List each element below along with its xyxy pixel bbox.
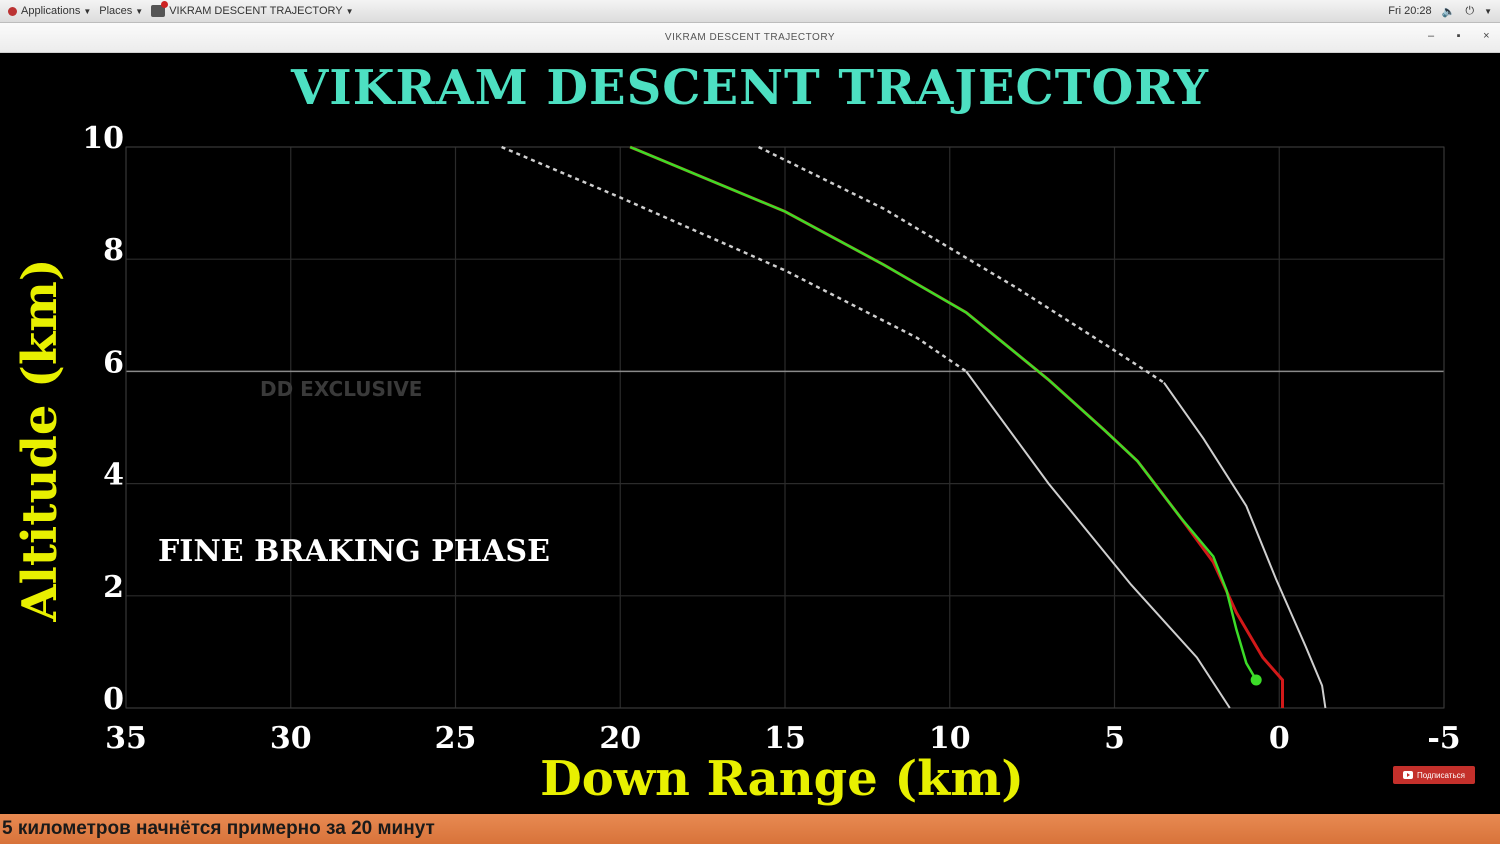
maximize-icon[interactable]: ▪ [1456,30,1462,42]
y-tick-label: 4 [103,458,124,493]
chevron-down-icon: ▼ [83,6,92,16]
close-icon[interactable]: × [1483,30,1490,42]
ticker-text: 5 километров начнётся примерно за 20 мин… [2,818,435,839]
y-tick-label: 2 [103,570,124,605]
y-tick-labels: 0 2 4 6 8 10 [82,121,124,717]
panel-status-area: Fri 20:28 🔈 ⏻ ▼ [1388,0,1492,22]
x-tick-label: 0 [1269,721,1290,756]
app-icon [151,1,169,17]
actual-path-line [629,145,1258,681]
chart-title: VIKRAM DESCENT TRAJECTORY [291,60,1209,116]
active-app-label: VIKRAM DESCENT TRAJECTORY [169,5,343,17]
minimize-icon[interactable]: – [1428,30,1435,42]
clock[interactable]: Fri 20:28 [1388,5,1432,17]
chart-grid [125,146,1445,709]
x-tick-label: 30 [270,721,312,756]
y-tick-label: 0 [103,682,124,717]
active-app-menu[interactable]: VIKRAM DESCENT TRAJECTORY ▼ [151,1,354,17]
gnome-foot-icon [8,6,17,16]
chevron-down-icon: ▼ [345,6,354,16]
y-tick-label: 10 [82,121,124,156]
y-axis-label: Altitude (km) [12,258,68,622]
top-panel: Applications ▼ Places ▼ VIKRAM DESCENT T… [0,0,1500,23]
subscribe-button[interactable]: Подписаться [1393,766,1475,784]
x-tick-label: -5 [1427,721,1460,756]
x-tick-label: 10 [929,721,971,756]
x-tick-label: 20 [599,721,641,756]
chart-series [501,145,1327,709]
applications-menu[interactable]: Applications ▼ [8,5,91,17]
x-tick-label: 25 [435,721,477,756]
x-tick-label: 5 [1104,721,1125,756]
youtube-icon [1403,771,1414,779]
boundary-line-lower [965,370,1231,709]
y-tick-label: 6 [103,345,124,380]
watermark-text: DD EXCLUSIVE [260,377,422,401]
lander-position-marker [1250,674,1262,686]
applications-label: Applications [21,5,81,17]
window-title: VIKRAM DESCENT TRAJECTORY [664,32,836,43]
subscribe-label: Подписаться [1417,770,1465,780]
planned-path-line [629,145,1284,708]
window-title-bar: VIKRAM DESCENT TRAJECTORY – ▪ × [0,23,1500,53]
places-menu[interactable]: Places ▼ [99,5,143,17]
boundary-line-lower [1163,382,1327,709]
chevron-down-icon: ▼ [135,6,144,16]
power-icon[interactable]: ⏻ [1465,4,1475,17]
phase-label: FINE BRAKING PHASE [158,534,550,569]
x-axis-label: Down Range (km) [540,751,1024,807]
places-label: Places [99,5,133,17]
window-controls: – ▪ × [1428,30,1490,42]
chevron-down-icon[interactable]: ▼ [1484,6,1492,16]
x-tick-labels: 35 30 25 20 15 10 5 0 -5 [105,721,1461,756]
plot-frame [125,146,1445,709]
y-tick-label: 8 [103,233,124,268]
volume-icon[interactable]: 🔈 [1441,5,1456,18]
x-tick-label: 35 [105,721,147,756]
news-ticker: 5 километров начнётся примерно за 20 мин… [0,814,1500,844]
x-tick-label: 15 [764,721,806,756]
boundary-line-upper [758,145,1165,384]
